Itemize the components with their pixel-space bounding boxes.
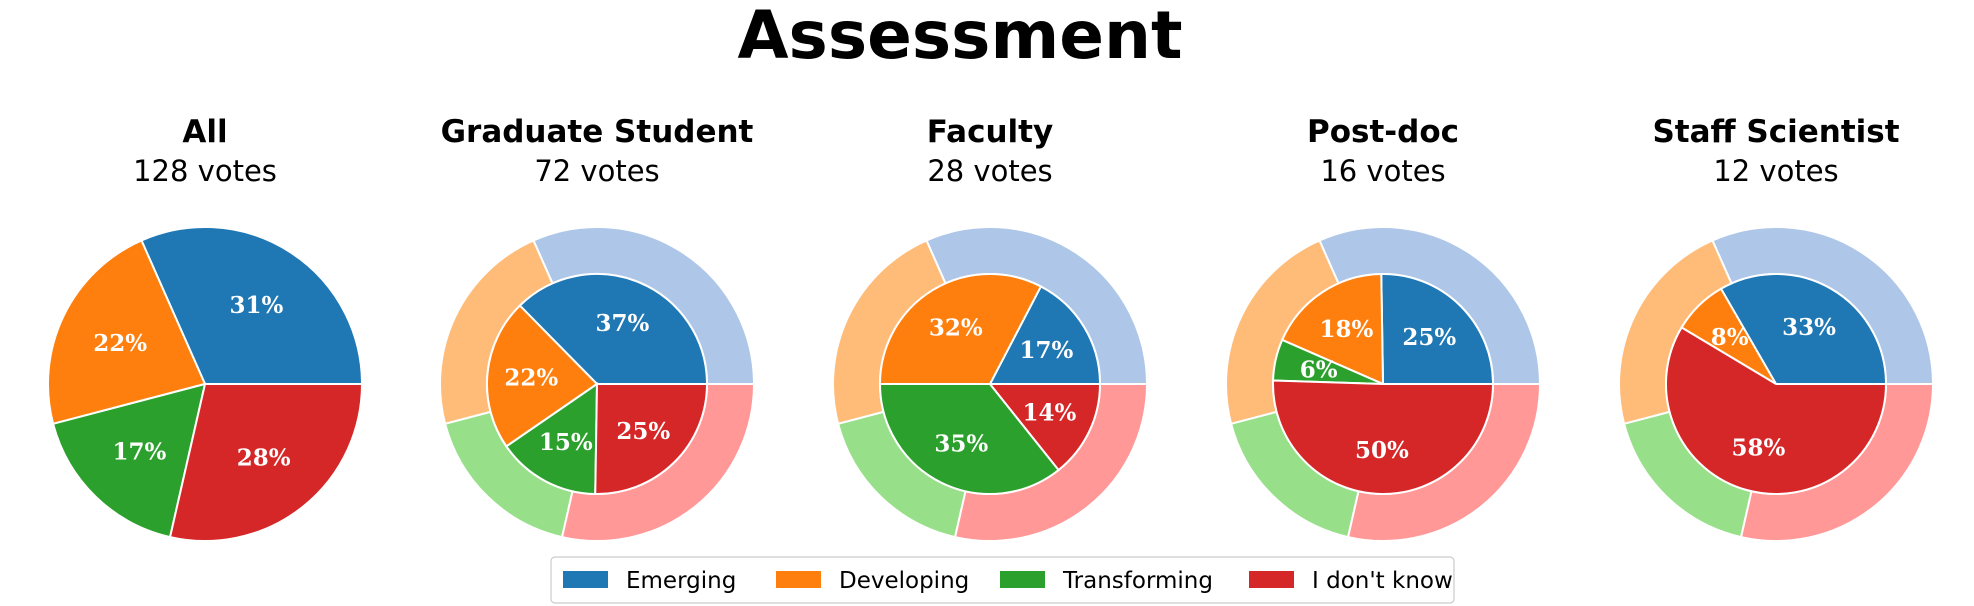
panel-title: Post-doc bbox=[1307, 114, 1459, 150]
panel-title: All bbox=[182, 114, 227, 150]
panel-vote-count: 12 votes bbox=[1713, 154, 1838, 188]
pie-panel-post-doc: Post-doc 16 votes 25% 18% 6% 50% bbox=[1224, 114, 1542, 542]
slice-label-transforming: 6% bbox=[1300, 356, 1338, 383]
legend-swatch-emerging bbox=[563, 571, 608, 588]
slice-label-i-don-t-know: 28% bbox=[237, 445, 291, 472]
slice-label-transforming: 35% bbox=[934, 430, 988, 457]
pie-slice-transforming bbox=[51, 382, 207, 539]
slice-label-developing: 8% bbox=[1711, 324, 1749, 351]
pie-slice-emerging bbox=[518, 273, 709, 385]
pie-slice-emerging bbox=[140, 226, 364, 385]
pie-slice-developing bbox=[47, 239, 207, 426]
slice-label-transforming: 15% bbox=[539, 429, 593, 456]
pie-slice-i-don-t-know bbox=[168, 383, 364, 542]
panel-vote-count: 128 votes bbox=[133, 154, 277, 188]
panel-title: Staff Scientist bbox=[1652, 114, 1899, 150]
pie-slice-developing bbox=[486, 304, 599, 448]
slice-label-emerging: 25% bbox=[1402, 324, 1456, 351]
pie-slice-emerging bbox=[1380, 273, 1495, 385]
pie-slice-transforming bbox=[505, 382, 599, 496]
pie-panels: All 128 votes 31% 22% 17% 28% Graduate Student… bbox=[47, 114, 1935, 542]
pie-panel-staff-scientist: Staff Scientist 12 votes 33% 8% 58% bbox=[1617, 114, 1935, 542]
pie-slice-transforming bbox=[878, 383, 1060, 495]
pie-panel-faculty: Faculty 28 votes 17% 32% 35% 14% bbox=[832, 114, 1149, 542]
pie-slice-i-don-t-know bbox=[1665, 326, 1888, 495]
panel-vote-count: 16 votes bbox=[1320, 154, 1445, 188]
slice-label-i-don-t-know: 14% bbox=[1023, 400, 1077, 427]
slice-label-developing: 18% bbox=[1320, 316, 1374, 343]
legend-label-developing: Developing bbox=[839, 568, 969, 594]
pie-slice-emerging bbox=[1719, 273, 1888, 385]
panel-vote-count: 28 votes bbox=[927, 154, 1052, 188]
legend-swatch-transforming bbox=[1000, 571, 1045, 588]
panel-title: Faculty bbox=[927, 114, 1053, 150]
slice-label-developing: 22% bbox=[504, 365, 558, 392]
legend: Emerging Developing Transforming I don't kn… bbox=[550, 556, 1455, 604]
slice-label-emerging: 31% bbox=[229, 292, 283, 319]
slice-label-i-don-t-know: 25% bbox=[616, 418, 670, 445]
pie-panel-all: All 128 votes 31% 22% 17% 28% bbox=[47, 114, 364, 542]
pie-slice-developing bbox=[878, 273, 1043, 385]
panel-vote-count: 72 votes bbox=[534, 154, 659, 188]
slice-label-i-don-t-know: 50% bbox=[1355, 437, 1409, 464]
slice-label-i-don-t-know: 58% bbox=[1731, 435, 1785, 462]
pie-slice-developing bbox=[1280, 272, 1385, 386]
slice-label-developing: 22% bbox=[93, 330, 147, 357]
panel-title: Graduate Student bbox=[441, 114, 754, 150]
legend-label-transforming: Transforming bbox=[1062, 568, 1213, 594]
legend-swatch-i-don-t-know bbox=[1249, 571, 1294, 588]
slice-label-emerging: 37% bbox=[596, 310, 650, 337]
pie-panel-graduate-student: Graduate Student 72 votes 37% 22% 15% 25% bbox=[439, 114, 756, 542]
legend-swatch-developing bbox=[776, 571, 821, 588]
legend-label-emerging: Emerging bbox=[626, 568, 736, 594]
pie-slice-i-don-t-know bbox=[987, 383, 1102, 472]
slice-label-emerging: 17% bbox=[1020, 337, 1074, 364]
pie-slice-i-don-t-know bbox=[1272, 379, 1495, 496]
chart-title: Assessment bbox=[737, 0, 1182, 74]
slice-label-developing: 32% bbox=[929, 315, 983, 342]
pie-slice-i-don-t-know bbox=[594, 383, 709, 495]
legend-label-i-don-t-know: I don't know bbox=[1312, 568, 1453, 594]
pie-slice-emerging bbox=[988, 285, 1102, 385]
slice-label-emerging: 33% bbox=[1782, 314, 1836, 341]
slice-label-transforming: 17% bbox=[113, 439, 167, 466]
